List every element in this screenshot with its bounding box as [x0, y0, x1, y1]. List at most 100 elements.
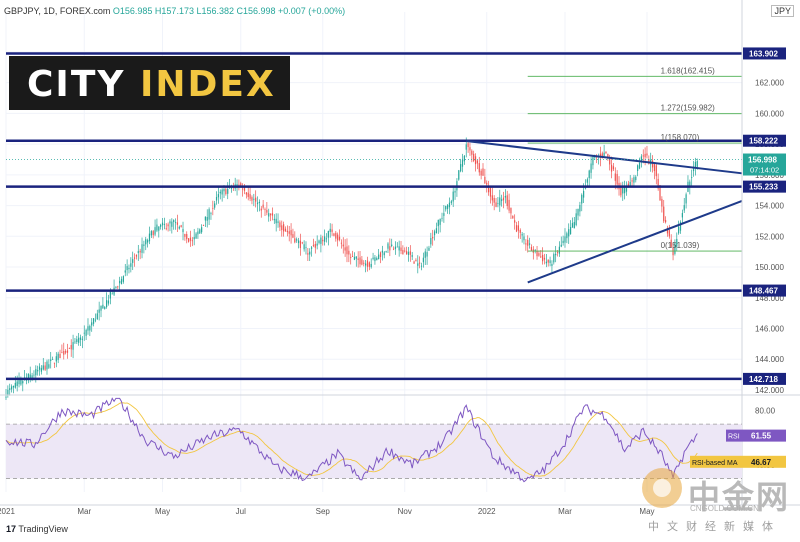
tradingview-brand[interactable]: 17 TradingView [6, 524, 68, 534]
candle [85, 329, 87, 336]
candle [415, 259, 417, 262]
rsi-name-tag [726, 429, 743, 442]
candle [601, 153, 603, 158]
candle [424, 251, 426, 258]
candle [376, 258, 378, 261]
candle [637, 165, 639, 172]
candle [338, 236, 341, 240]
level-tag-text: 142.718 [749, 375, 778, 384]
candle [7, 389, 9, 396]
candle [83, 332, 85, 334]
candle [98, 309, 100, 313]
candle [493, 197, 495, 203]
candle [44, 365, 46, 370]
candle [381, 250, 383, 253]
candle [89, 325, 91, 331]
candle [674, 243, 676, 254]
candle [150, 231, 152, 236]
city-index-logo: CITY INDEX [9, 56, 290, 110]
candle [245, 192, 247, 195]
symbol-label: GBPJPY, 1D, FOREX.com [4, 6, 111, 16]
candle [365, 263, 367, 266]
candle [167, 224, 169, 227]
time-tick: Jul [236, 507, 246, 516]
candle [359, 257, 361, 265]
candle [251, 197, 253, 201]
candle [320, 237, 322, 244]
rsi-value-text: 61.55 [751, 432, 772, 441]
candle [482, 168, 484, 176]
candle [171, 221, 173, 227]
candle [664, 220, 667, 223]
candle [441, 217, 443, 219]
candle [301, 242, 303, 244]
currency-scale-label[interactable]: JPY [771, 5, 794, 17]
candle [694, 161, 697, 169]
candle [227, 188, 229, 194]
candle [102, 304, 104, 309]
candle [48, 364, 50, 368]
candle [661, 198, 663, 207]
candle [607, 153, 609, 158]
time-tick: Nov [398, 507, 412, 516]
candle [305, 247, 307, 249]
candle [631, 180, 633, 182]
candle [499, 197, 501, 206]
candle [392, 248, 395, 250]
candle [489, 186, 492, 197]
candle [657, 178, 659, 189]
candle [350, 257, 352, 259]
candle [400, 247, 402, 252]
candle [640, 156, 642, 161]
candle [366, 260, 369, 267]
candle [547, 259, 549, 263]
candle [223, 189, 225, 192]
candle [221, 189, 223, 195]
candle [74, 341, 76, 343]
candle [543, 257, 546, 260]
candle [555, 253, 557, 256]
candle [174, 221, 177, 223]
candle [92, 318, 95, 324]
candle [337, 234, 339, 241]
candle [327, 230, 329, 238]
candle [394, 246, 397, 250]
candle [137, 251, 139, 253]
candle [42, 365, 44, 370]
candle [12, 385, 15, 388]
candle [610, 164, 613, 172]
candle [510, 207, 512, 214]
candle [465, 144, 467, 150]
candle [432, 236, 434, 239]
candle [385, 251, 387, 252]
candle [178, 226, 180, 229]
candle [562, 240, 564, 243]
candle [333, 233, 335, 236]
candle [180, 225, 182, 227]
candle [297, 240, 300, 244]
candle [445, 206, 447, 210]
candle [696, 161, 698, 167]
candle [515, 225, 518, 232]
candle [383, 252, 385, 256]
candle [469, 147, 471, 151]
candle [605, 151, 607, 154]
candle [154, 227, 156, 235]
candle [130, 263, 132, 267]
candle [143, 244, 145, 246]
logo-text-city: CITY [27, 64, 140, 105]
grid [5, 12, 742, 492]
candle [22, 381, 24, 384]
candle [275, 218, 277, 224]
last-price-tag [743, 153, 786, 176]
trendline [466, 140, 743, 175]
candle [404, 250, 406, 252]
candle [663, 206, 665, 222]
candle [331, 229, 333, 232]
cngold-watermark-icon [642, 468, 682, 508]
candle [264, 209, 266, 210]
level-tag-text: 155.233 [749, 183, 778, 192]
candle [454, 191, 456, 193]
candle [33, 374, 35, 376]
candle [370, 263, 372, 268]
